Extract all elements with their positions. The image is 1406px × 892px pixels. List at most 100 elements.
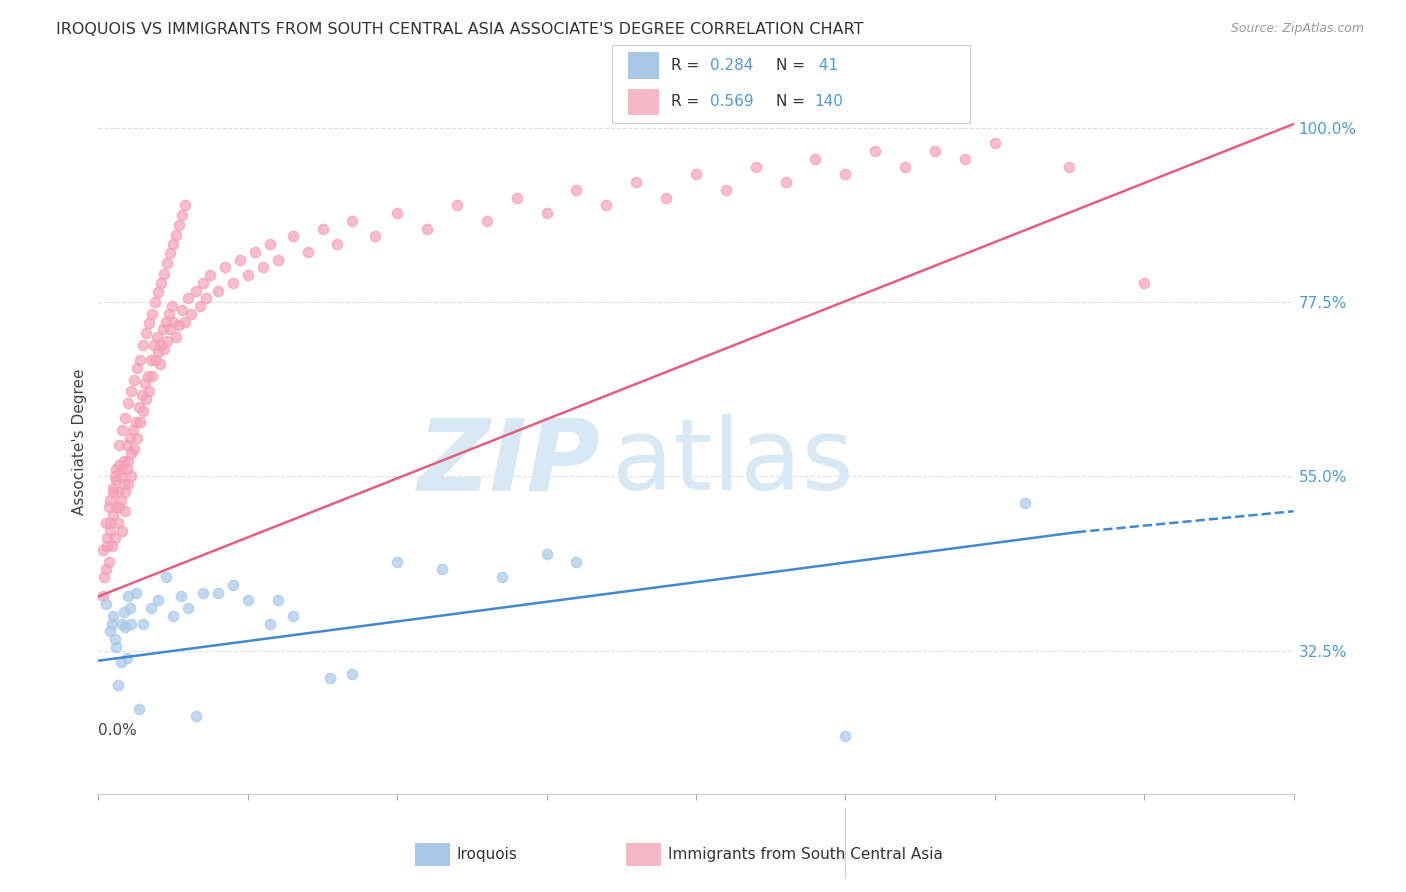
Point: [267, 252, 290, 267]
Point: [139, 601, 162, 615]
Point: [139, 353, 162, 368]
Point: [98, 492, 122, 507]
Point: [103, 508, 125, 522]
Point: [159, 246, 181, 260]
Point: [184, 709, 207, 723]
Point: [149, 357, 172, 371]
Point: [121, 423, 143, 437]
Point: [491, 570, 513, 584]
Point: [160, 299, 183, 313]
Point: [342, 666, 364, 681]
Point: [91, 590, 114, 604]
Point: [118, 601, 141, 615]
Point: [775, 175, 797, 189]
Text: R =: R =: [671, 58, 704, 73]
Text: 140: 140: [814, 95, 844, 110]
Text: Source: ZipAtlas.com: Source: ZipAtlas.com: [1230, 22, 1364, 36]
Point: [114, 620, 136, 634]
Point: [129, 415, 152, 429]
Point: [110, 469, 132, 483]
Point: [326, 237, 349, 252]
Point: [103, 608, 125, 623]
Point: [112, 605, 135, 619]
Text: atlas: atlas: [613, 414, 853, 511]
Point: [114, 484, 136, 499]
Point: [104, 532, 127, 546]
Point: [91, 543, 114, 558]
Text: Iroquois: Iroquois: [457, 847, 517, 862]
Point: [97, 555, 120, 569]
Point: [595, 198, 617, 212]
Point: [165, 227, 187, 242]
Point: [364, 229, 387, 244]
Point: [120, 384, 142, 399]
Point: [104, 469, 127, 483]
Text: N =: N =: [776, 58, 810, 73]
Point: [111, 423, 134, 437]
Point: [655, 191, 678, 205]
Point: [118, 431, 141, 445]
Point: [536, 547, 558, 561]
Point: [107, 678, 129, 692]
Point: [834, 167, 856, 181]
Point: [745, 160, 768, 174]
Point: [141, 307, 163, 321]
Point: [177, 601, 200, 615]
Point: [136, 368, 159, 383]
Point: [506, 191, 529, 205]
Text: 0.0%: 0.0%: [98, 723, 138, 739]
Point: [953, 152, 976, 166]
Point: [191, 585, 214, 599]
Point: [207, 284, 229, 298]
Point: [143, 295, 166, 310]
Point: [311, 221, 333, 235]
Text: N =: N =: [776, 95, 810, 110]
Point: [222, 276, 245, 290]
Point: [236, 593, 259, 607]
Point: [135, 326, 157, 340]
Point: [117, 396, 139, 410]
Point: [114, 504, 136, 518]
Point: [117, 477, 139, 491]
Point: [129, 353, 152, 368]
Point: [135, 392, 157, 406]
Point: [148, 593, 170, 607]
Point: [685, 167, 707, 181]
Point: [127, 361, 149, 376]
Point: [714, 183, 737, 197]
Text: R =: R =: [671, 95, 704, 110]
Point: [172, 302, 194, 317]
Point: [127, 431, 149, 445]
Point: [105, 461, 128, 475]
Point: [475, 214, 498, 228]
Point: [385, 206, 409, 220]
Point: [117, 590, 139, 604]
Point: [155, 314, 177, 328]
Point: [101, 616, 124, 631]
Text: 41: 41: [814, 58, 838, 73]
Point: [132, 337, 155, 351]
Point: [159, 322, 181, 336]
Point: [124, 373, 146, 387]
Point: [252, 260, 274, 275]
Point: [191, 276, 214, 290]
Point: [167, 218, 190, 232]
Point: [93, 570, 115, 584]
Text: Immigrants from South Central Asia: Immigrants from South Central Asia: [668, 847, 943, 862]
Point: [115, 438, 138, 452]
Point: [155, 570, 177, 584]
Point: [145, 330, 167, 344]
Point: [105, 640, 128, 654]
Point: [94, 562, 117, 576]
Point: [236, 268, 259, 282]
Point: [120, 616, 142, 631]
Point: [184, 284, 207, 298]
Point: [128, 400, 150, 414]
Point: [150, 276, 173, 290]
Point: [536, 206, 558, 220]
Point: [165, 330, 187, 344]
Point: [1014, 496, 1036, 510]
Point: [97, 500, 120, 515]
Point: [114, 411, 136, 425]
Point: [111, 524, 134, 538]
